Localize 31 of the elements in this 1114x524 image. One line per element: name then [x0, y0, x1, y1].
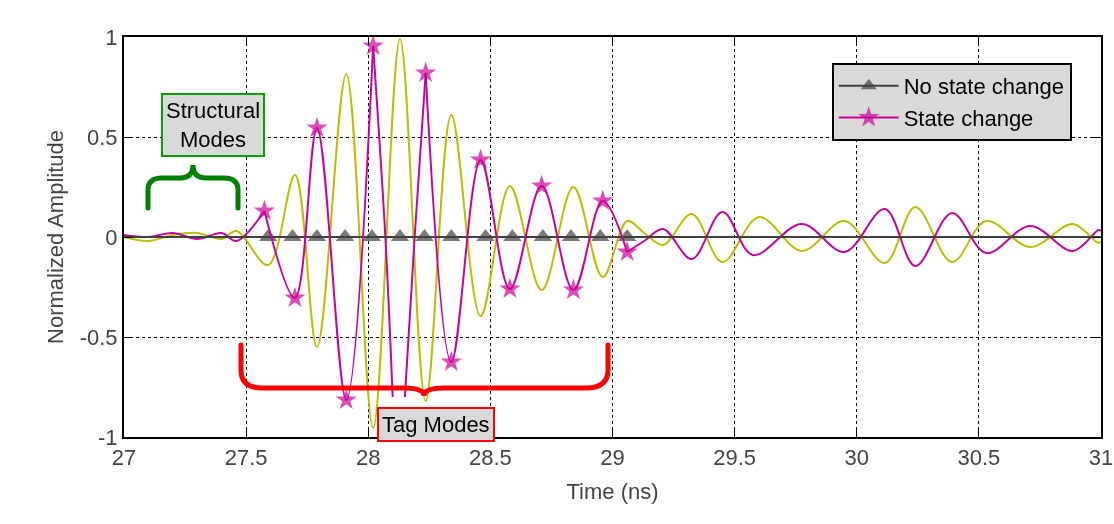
point	[306, 116, 328, 138]
point	[335, 388, 357, 410]
x-tick-label: 30	[844, 445, 869, 471]
legend-label: State change	[903, 105, 1034, 131]
point	[362, 37, 384, 56]
y-tick-label: 1	[105, 24, 118, 50]
x-tick-label: 28	[356, 445, 381, 471]
y-tick-label: -0.5	[79, 324, 118, 350]
point	[592, 189, 614, 211]
point	[415, 61, 437, 83]
x-tick-label: 29.5	[713, 445, 757, 471]
x-axis-title: Time (ns)	[566, 478, 659, 504]
annotation: Structural Modes	[166, 98, 261, 152]
x-tick-label: 28.5	[468, 445, 512, 471]
x-tick-label: 27.5	[224, 445, 268, 471]
point	[253, 199, 276, 221]
point	[616, 240, 638, 262]
point	[440, 350, 462, 372]
point	[284, 286, 306, 308]
y-tick-label: 0.5	[87, 124, 118, 150]
y-axis-title: Normalized Amplitude	[42, 130, 68, 344]
annotation: Tag Modes	[382, 412, 490, 437]
x-tick-label: 31	[1088, 445, 1114, 471]
y-tick-label: 0	[105, 224, 118, 250]
x-tick-label: 30.5	[957, 445, 1001, 471]
point	[469, 148, 492, 170]
point	[499, 277, 521, 299]
x-tick-label: 29	[600, 445, 625, 471]
legend-label: No state change	[903, 74, 1064, 100]
point	[562, 278, 585, 300]
point	[531, 174, 553, 196]
